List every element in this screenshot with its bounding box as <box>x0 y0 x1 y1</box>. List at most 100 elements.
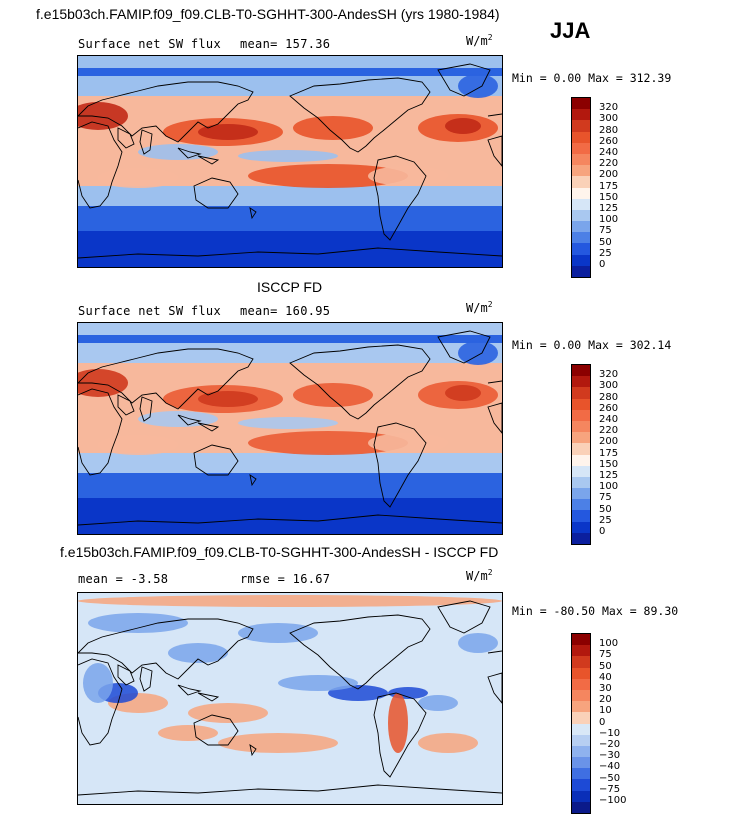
coastline <box>197 692 220 702</box>
colorbar-swatch <box>572 510 590 522</box>
panel-1-mean-label: mean= 157.36 <box>240 37 331 51</box>
flux-band <box>78 186 502 206</box>
colorbar-tick-label: 260 <box>599 135 619 147</box>
colorbar-tick-label: 175 <box>599 180 619 192</box>
colorbar-tick-label: −10 <box>599 727 621 739</box>
colorbar-swatches <box>571 633 591 814</box>
coastline <box>437 330 491 364</box>
panel-2-min-max: Min = 0.00 Max = 302.14 <box>512 338 672 352</box>
colorbar-tick-label: 125 <box>599 203 619 214</box>
colorbar-swatch <box>572 757 590 769</box>
colorbar-swatch <box>572 645 590 657</box>
colorbar-swatch <box>572 232 590 244</box>
colorbar-swatch <box>572 254 590 266</box>
diff-contour <box>418 695 458 711</box>
colorbar-tick-label: −75 <box>599 783 621 795</box>
coastline <box>117 127 135 149</box>
colorbar-swatch <box>572 98 590 110</box>
coastline <box>117 664 135 686</box>
flux-contour <box>293 116 373 140</box>
colorbar-tick-label: 100 <box>599 481 619 493</box>
diff-contour <box>218 733 338 753</box>
diff-contour <box>188 703 268 723</box>
panel-3-title: f.e15b03ch.FAMIP.f09_f09.CLB-T0-SGHHT-30… <box>60 544 499 560</box>
colorbar-tick-label: 75 <box>599 492 612 504</box>
panel-2-variable-label: Surface net SW flux <box>78 304 221 318</box>
colorbar-tick-label: 280 <box>599 391 619 403</box>
coastline <box>78 784 502 796</box>
coastline <box>437 600 491 634</box>
flux-contour <box>293 383 373 407</box>
diff-contour <box>238 623 318 643</box>
diff-contour <box>88 613 188 633</box>
colorbar-tick-label: 100 <box>599 638 619 650</box>
colorbar-swatch <box>572 432 590 444</box>
colorbar-swatch <box>572 265 590 277</box>
panel-2-units: W/m2 <box>466 300 493 315</box>
coastline <box>289 344 431 420</box>
coastline <box>78 247 502 259</box>
flux-contour <box>458 74 498 98</box>
season-label: JJA <box>550 18 591 43</box>
diff-contour <box>168 643 228 663</box>
panel-3-rmse-label: rmse = 16.67 <box>240 572 331 586</box>
colorbar-tick-label: −100 <box>599 795 627 806</box>
flux-contour <box>248 164 408 188</box>
colorbar-swatch <box>572 734 590 746</box>
coastline <box>249 744 257 757</box>
colorbar-swatch <box>572 790 590 802</box>
colorbar-swatch <box>572 209 590 222</box>
coastline <box>139 396 153 422</box>
coastline <box>139 666 153 692</box>
coastline <box>139 129 153 155</box>
coastline <box>487 380 502 434</box>
colorbar-tick-label: 280 <box>599 124 619 136</box>
flux-band <box>78 231 502 267</box>
colorbar-swatch <box>572 532 590 544</box>
coastline <box>373 422 427 508</box>
colorbar-tick-label: −50 <box>599 772 621 784</box>
colorbar-tick-label: −40 <box>599 761 621 773</box>
coastline <box>373 155 427 241</box>
flux-band <box>78 473 502 498</box>
colorbar-tick-label: −20 <box>599 739 621 750</box>
colorbar-tick-label: 300 <box>599 113 619 125</box>
colorbar-tick-label: 0 <box>599 716 606 728</box>
colorbar-tick-label: 0 <box>599 259 606 270</box>
colorbar-tick-label: 150 <box>599 191 619 203</box>
colorbar-swatch <box>572 420 590 433</box>
colorbar-swatch <box>572 678 590 690</box>
coastline <box>373 692 427 778</box>
flux-contour <box>198 391 258 407</box>
flux-band <box>78 343 502 363</box>
flux-band <box>78 498 502 534</box>
flux-band <box>78 76 502 96</box>
flux-contour <box>198 124 258 140</box>
diff-contour <box>418 733 478 753</box>
diff-contour <box>278 675 358 691</box>
flux-contour <box>445 118 481 134</box>
coastline <box>78 658 123 746</box>
colorbar-tick-label: 50 <box>599 503 612 515</box>
panel-2-mean-label: mean= 160.95 <box>240 304 331 318</box>
colorbar-swatch <box>572 153 590 166</box>
colorbar-tick-label: 300 <box>599 380 619 392</box>
coastline <box>78 388 123 476</box>
colorbar-swatch <box>572 443 590 455</box>
colorbar-tick-label: 200 <box>599 169 619 181</box>
map-canvas <box>78 323 502 534</box>
panel-3-map <box>77 592 503 805</box>
colorbar-tick-label: 260 <box>599 402 619 414</box>
figure-title: f.e15b03ch.FAMIP.f09_f09.CLB-T0-SGHHT-30… <box>36 6 500 22</box>
panel-1-units: W/m2 <box>466 33 493 48</box>
colorbar-swatch <box>572 142 590 154</box>
flux-contour <box>368 166 448 186</box>
coastline <box>289 77 431 153</box>
coastline <box>193 714 239 746</box>
colorbar-swatch <box>572 176 590 188</box>
colorbar-swatch <box>572 454 590 466</box>
flux-contour <box>458 341 498 365</box>
diff-contour <box>83 663 113 703</box>
panel-3-min-max: Min = -80.50 Max = 89.30 <box>512 604 679 618</box>
coastline <box>289 614 431 690</box>
